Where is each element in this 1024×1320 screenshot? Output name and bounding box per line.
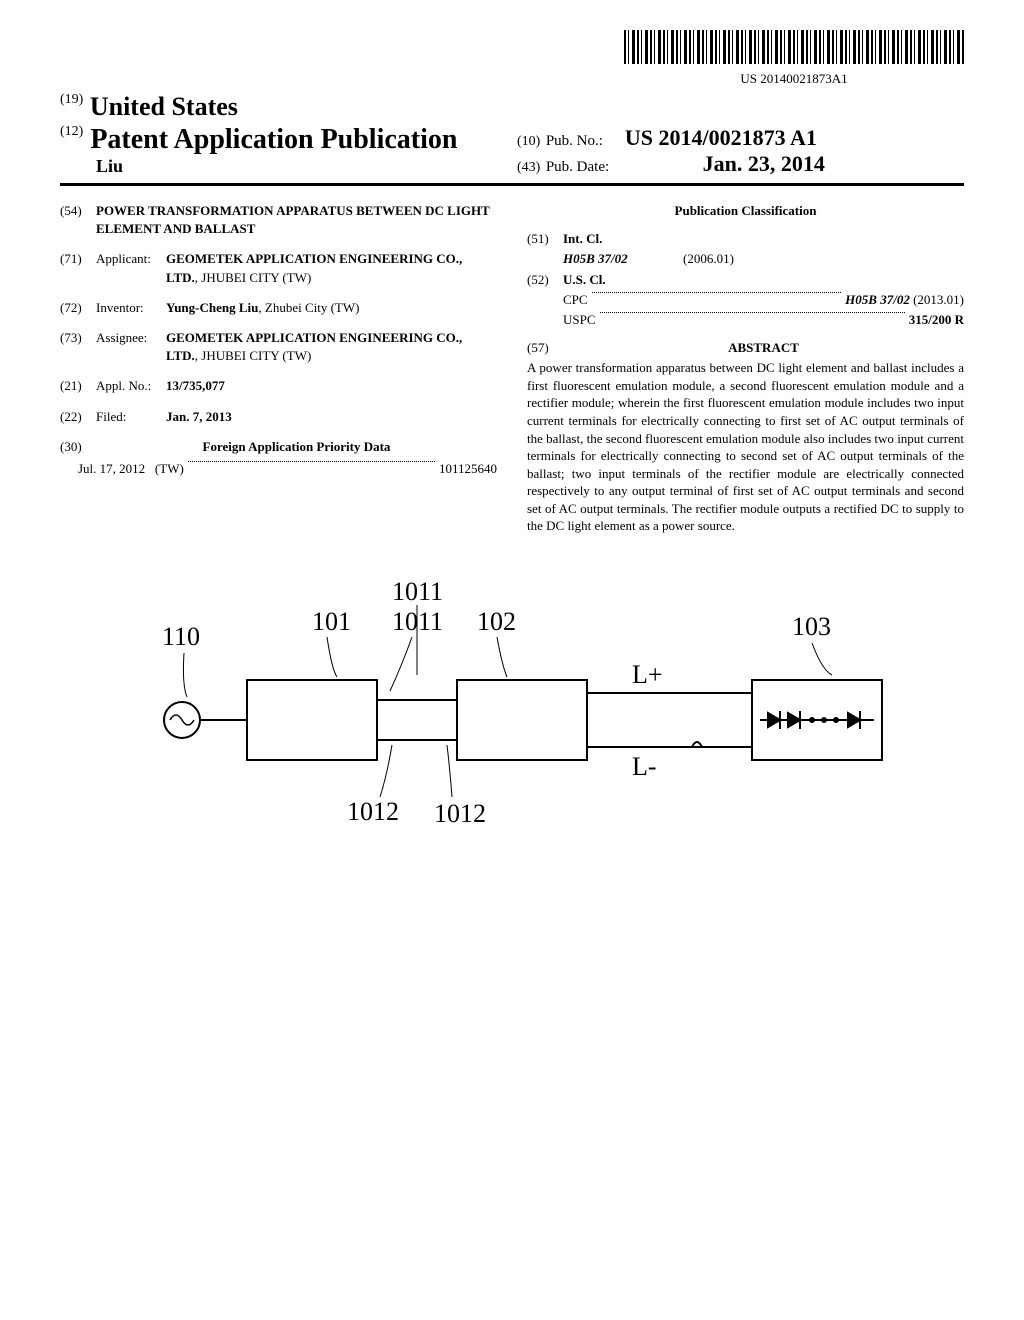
priority-code: (30)	[60, 438, 96, 456]
pub-no-value: US 2014/0021873 A1	[625, 125, 817, 150]
cpc-year: (2013.01)	[913, 291, 964, 309]
applno-label: Appl. No.:	[96, 377, 166, 395]
label-101: 101	[312, 607, 351, 636]
pub-date-code: (43)	[517, 160, 540, 175]
pub-date-value: Jan. 23, 2014	[703, 151, 825, 176]
filed-value: Jan. 7, 2013	[166, 409, 232, 424]
label-1012b: 1012	[434, 799, 486, 828]
label-110: 110	[162, 622, 200, 651]
assignee-label: Assignee:	[96, 329, 166, 365]
patent-figure: 110 101 1011 1011 102	[60, 575, 964, 880]
uscl-code: (52)	[527, 271, 563, 289]
invention-title: POWER TRANSFORMATION APPARATUS BETWEEN D…	[96, 202, 497, 238]
pub-date-label: Pub. Date:	[546, 159, 609, 175]
dots-fill	[600, 311, 905, 313]
inventor-loc: , Zhubei City (TW)	[258, 300, 359, 315]
applicant-label: Applicant:	[96, 250, 166, 286]
barcode-text: US 20140021873A1	[624, 71, 964, 87]
uspc-value: 315/200 R	[909, 311, 964, 329]
applno-code: (21)	[60, 377, 96, 395]
title-code: (54)	[60, 202, 96, 238]
cpc-label: CPC	[563, 291, 588, 309]
country-name: United States	[90, 92, 238, 121]
dots-fill	[188, 460, 435, 462]
dots-fill	[592, 291, 842, 293]
priority-date: Jul. 17, 2012	[78, 460, 145, 478]
cpc-value: H05B 37/02	[845, 292, 910, 307]
intcl-code: (51)	[527, 230, 563, 248]
inventor-code: (72)	[60, 299, 96, 317]
label-1011b: 1011	[392, 607, 443, 636]
priority-number: 101125640	[439, 460, 497, 478]
inventor-name: Yung-Cheng Liu	[166, 300, 258, 315]
classification-heading: Publication Classification	[527, 202, 964, 220]
intcl-label: Int. Cl.	[563, 231, 602, 246]
assignee-loc: , JHUBEI CITY (TW)	[195, 348, 312, 363]
barcode-section: US 20140021873A1	[60, 30, 964, 88]
country-code: (19)	[60, 92, 83, 107]
intcl-year: (2006.01)	[683, 250, 734, 268]
applicant-loc: , JHUBEI CITY (TW)	[195, 270, 312, 285]
inventor-label: Inventor:	[96, 299, 166, 317]
label-lminus: L-	[632, 752, 657, 781]
abstract-text: A power transformation apparatus between…	[527, 359, 964, 534]
barcode-graphic	[624, 30, 964, 64]
assignee-code: (73)	[60, 329, 96, 365]
pub-type-code: (12)	[60, 124, 83, 139]
abstract-code: (57)	[527, 339, 563, 357]
applicant-code: (71)	[60, 250, 96, 286]
uspc-label: USPC	[563, 311, 596, 329]
pub-no-code: (10)	[517, 134, 540, 149]
filed-code: (22)	[60, 408, 96, 426]
pub-type: Patent Application Publication	[90, 124, 457, 155]
abstract-heading: ABSTRACT	[728, 340, 799, 355]
intcl-class: H05B 37/02	[563, 251, 628, 266]
uscl-label: U.S. Cl.	[563, 272, 606, 287]
author-name: Liu	[60, 156, 507, 177]
pub-no-label: Pub. No.:	[546, 133, 603, 149]
label-103: 103	[792, 612, 831, 641]
priority-heading: Foreign Application Priority Data	[203, 439, 391, 454]
applno-value: 13/735,077	[166, 378, 225, 393]
priority-country: (TW)	[155, 460, 184, 478]
label-lplus: L+	[632, 660, 663, 689]
label-1011a: 1011	[392, 577, 443, 606]
circuit-diagram: 110 101 1011 1011 102	[132, 575, 892, 875]
filed-label: Filed:	[96, 408, 166, 426]
label-1012a: 1012	[347, 797, 399, 826]
label-102: 102	[477, 607, 516, 636]
